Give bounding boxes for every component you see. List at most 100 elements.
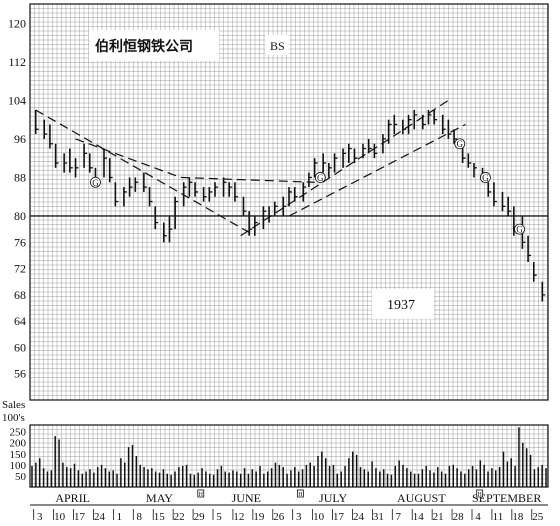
day-label: 5: [216, 511, 222, 523]
month-label: SEPTEMBER: [472, 491, 541, 505]
price-bar: [441, 114, 446, 135]
price-bar: [421, 114, 426, 130]
price-bar: [282, 196, 287, 216]
price-bar: [228, 182, 233, 197]
day-label: 21: [433, 511, 444, 523]
volume-y-tick: 100: [10, 460, 27, 472]
price-bar: [273, 201, 278, 216]
price-bar: [43, 119, 48, 139]
price-y-tick: 56: [14, 367, 26, 381]
price-bar: [188, 177, 193, 197]
price-y-tick: 72: [14, 262, 26, 276]
day-label: 24: [353, 511, 365, 523]
trendline: [288, 123, 466, 217]
price-bar: [302, 182, 307, 202]
volume-border: [29, 424, 549, 488]
price-bar: [413, 110, 418, 130]
svg-text:G: G: [92, 178, 99, 188]
price-bar: [268, 206, 273, 223]
price-y-tick: 80: [14, 209, 26, 223]
price-y-ticks: 120 112 104 96 88 80 76 72 68 64 60 56: [8, 16, 26, 380]
svg-text:G: G: [482, 173, 489, 183]
svg-text:H: H: [298, 492, 303, 498]
holiday-marker: H: [197, 489, 205, 498]
price-bar: [387, 119, 392, 144]
day-label: 10: [54, 511, 66, 523]
year-label: 1937: [387, 298, 415, 313]
price-bar: [373, 143, 378, 159]
price-y-tick: 96: [14, 132, 26, 146]
price-bar: [308, 172, 312, 188]
price-bar: [507, 196, 512, 216]
chart-ticker: BS: [270, 39, 285, 53]
price-bar: [532, 262, 537, 282]
day-label: 17: [333, 511, 345, 523]
day-label: 7: [396, 511, 402, 523]
price-bar: [493, 182, 497, 207]
price-bar: [254, 216, 258, 236]
price-bar: [248, 211, 253, 236]
price-bar: [162, 222, 167, 243]
price-bar: [407, 114, 412, 135]
gap-markers: G G G G G: [90, 138, 525, 235]
month-label: JUNE: [232, 491, 261, 505]
price-bar: [49, 124, 53, 149]
gap-marker: G: [90, 176, 101, 188]
volume-frame: [29, 424, 549, 488]
sales-label-line-2: 100's: [2, 412, 25, 424]
ticker-box: BS: [265, 35, 289, 55]
trendline: [35, 109, 256, 237]
year-box: 1937: [372, 289, 434, 319]
month-label: MAY: [146, 491, 173, 505]
price-bar: [74, 158, 79, 178]
title-box: 伯利恒钢铁公司: [89, 30, 219, 61]
volume-y-tick: 150: [10, 449, 27, 461]
price-bar: [322, 153, 327, 173]
price-bar: [453, 129, 458, 144]
price-y-tick: 76: [14, 235, 26, 249]
svg-text:G: G: [457, 139, 464, 149]
svg-text:G: G: [317, 173, 324, 183]
holiday-marker: H: [296, 489, 304, 498]
day-label: 22: [174, 511, 185, 523]
price-bar: [69, 148, 73, 173]
grid: [29, 3, 548, 487]
day-label: 28: [453, 511, 465, 523]
price-bar: [154, 206, 159, 230]
price-bar: [174, 196, 179, 230]
price-bar: [54, 143, 59, 168]
day-label: 24: [94, 511, 106, 523]
price-bar: [103, 148, 107, 178]
price-bar: [342, 148, 347, 168]
day-label: 3: [296, 511, 302, 523]
price-bars: [34, 110, 546, 302]
price-y-tick: 104: [8, 93, 26, 107]
price-border: [29, 3, 549, 401]
price-bar: [293, 187, 298, 202]
day-label: 19: [253, 511, 265, 523]
price-bar: [501, 191, 506, 212]
day-label: 26: [273, 511, 285, 523]
trendline: [75, 138, 182, 179]
price-bar: [134, 177, 139, 192]
price-bar: [182, 182, 187, 207]
price-bar: [367, 138, 372, 154]
price-bar: [347, 143, 352, 163]
trendlines: [35, 99, 466, 237]
price-bar: [208, 187, 213, 202]
day-label: 25: [532, 511, 544, 523]
volume-y-tick: 50: [15, 471, 27, 483]
price-bar: [487, 182, 492, 197]
sales-axis-label: Sales 100's: [2, 399, 25, 424]
price-bar: [328, 163, 332, 178]
price-y-tick: 120: [8, 16, 26, 30]
price-bar: [473, 163, 477, 178]
price-bar: [148, 187, 153, 207]
price-bar: [108, 158, 113, 183]
price-bar: [393, 114, 398, 135]
price-y-tick: 112: [8, 55, 26, 69]
svg-text:G: G: [516, 225, 523, 235]
trendline: [180, 176, 315, 183]
price-bar: [527, 235, 532, 262]
